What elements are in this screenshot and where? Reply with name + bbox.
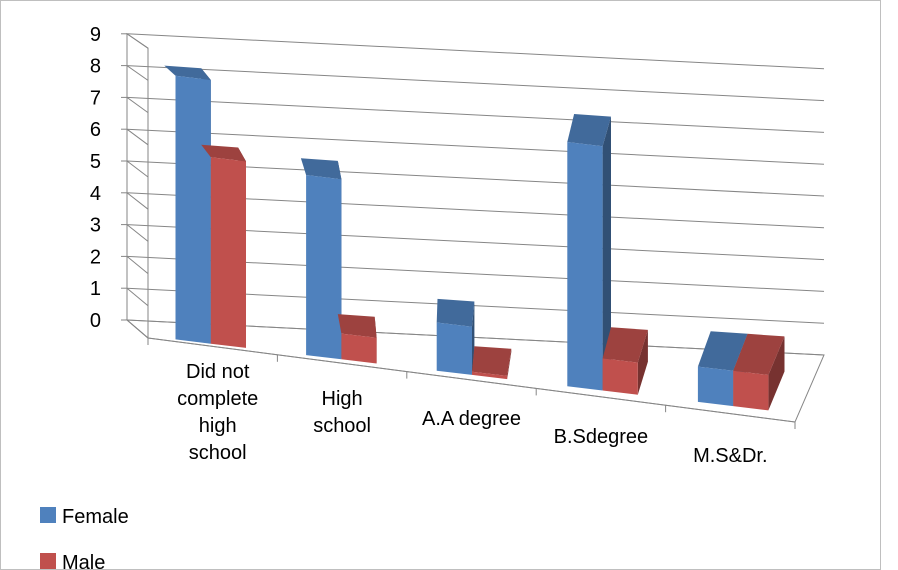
- bar-top: [602, 327, 648, 363]
- bar-male-0: [201, 144, 246, 348]
- bar-front: [697, 366, 734, 407]
- y-tick-label: 6: [90, 119, 101, 141]
- bar-front: [210, 157, 246, 348]
- gridline-side: [126, 224, 149, 242]
- y-tick-label: 2: [90, 246, 101, 268]
- bar-front: [436, 322, 472, 375]
- gridline-side: [126, 319, 149, 339]
- legend-swatch-female: [40, 507, 56, 523]
- bar-male-3: [602, 327, 648, 395]
- bar-male-1: [337, 314, 377, 364]
- bar-front: [733, 370, 769, 411]
- bar-top: [201, 144, 246, 162]
- bar-front: [175, 75, 211, 344]
- x-tick-label: Did not complete high school: [177, 361, 258, 464]
- bar-top: [436, 298, 475, 327]
- y-tick-label: 4: [90, 183, 101, 205]
- bar-front: [472, 371, 508, 380]
- bar-front: [602, 358, 638, 395]
- y-tick-label: 9: [90, 24, 101, 46]
- y-tick-label: 8: [90, 56, 101, 78]
- legend: Female Male: [40, 506, 129, 570]
- y-tick-label: 3: [90, 215, 101, 237]
- bar-top: [567, 114, 611, 147]
- y-axis: 0 1 2 3 4 5 6 7 8 9: [90, 24, 128, 332]
- x-axis-line: [147, 337, 796, 423]
- bar-side: [472, 301, 475, 375]
- y-tick-label: 1: [90, 278, 101, 300]
- y-tick-label: 7: [90, 87, 101, 109]
- bar-female-1: [300, 158, 342, 360]
- bar-front: [567, 142, 603, 391]
- bar-male-4: [733, 333, 785, 411]
- legend-label-male: Male: [62, 552, 105, 570]
- bar-female-2: [436, 298, 475, 375]
- y-tick-label: 5: [90, 151, 101, 173]
- bar-front: [306, 175, 342, 360]
- bars: [164, 65, 785, 411]
- gridline-side: [126, 65, 149, 81]
- bar-top: [697, 331, 748, 371]
- gridline-side: [126, 96, 149, 114]
- gridline: [126, 33, 825, 70]
- gridline: [126, 128, 825, 165]
- gridline-side: [126, 287, 149, 307]
- bar-female-3: [567, 114, 611, 391]
- bar-side: [507, 348, 512, 380]
- gridline-side: [126, 128, 149, 146]
- bar-top: [164, 65, 211, 80]
- bar-top: [300, 158, 342, 180]
- gridline: [126, 65, 825, 102]
- bar-side: [602, 116, 611, 391]
- x-tick-label: A.A degree: [422, 408, 521, 430]
- bar-top: [733, 333, 785, 375]
- bar-female-0: [164, 65, 211, 344]
- gridline-side: [126, 160, 149, 178]
- bar-top: [337, 314, 377, 338]
- x-axis: Did not complete high school High school A.A d…: [147, 337, 796, 467]
- gridline-side: [126, 192, 149, 210]
- x-tick-label: B.Sdegree: [554, 426, 649, 448]
- gridline: [126, 96, 825, 133]
- gridline-side: [126, 256, 149, 274]
- bar-top: [472, 346, 512, 376]
- x-tick-label: M.S&Dr.: [693, 445, 767, 467]
- y-tick-label: 0: [90, 310, 101, 332]
- bar-front: [341, 333, 377, 364]
- bar-side: [768, 336, 785, 411]
- legend-swatch-male: [40, 553, 56, 569]
- gridline-side: [126, 33, 149, 49]
- bar-male-2: [472, 346, 512, 380]
- x-tick-label: High school: [313, 388, 371, 437]
- bar-side: [637, 329, 648, 395]
- legend-label-female: Female: [62, 506, 129, 528]
